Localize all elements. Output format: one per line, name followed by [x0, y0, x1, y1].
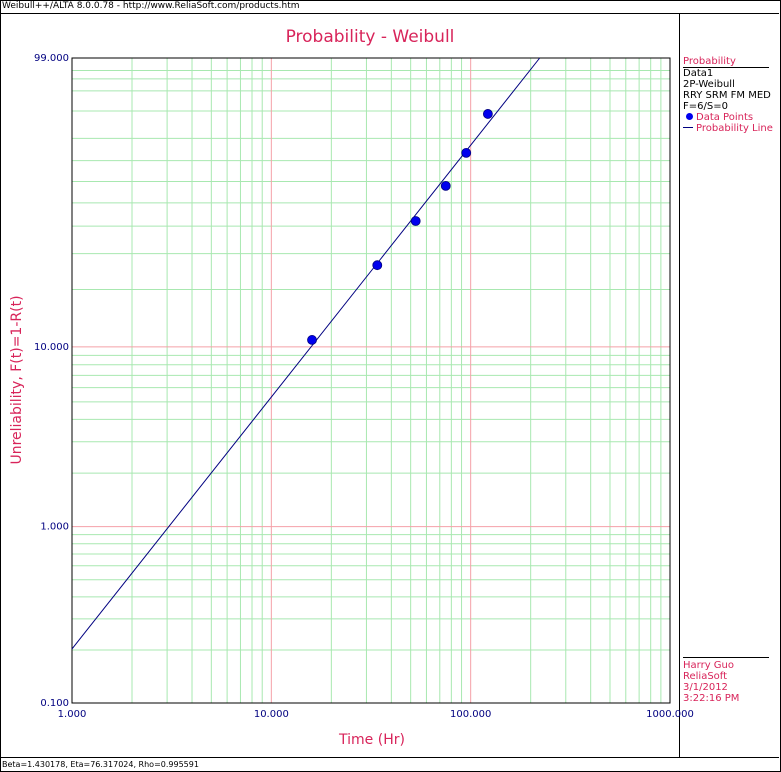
- info-divider: [683, 657, 769, 658]
- legend-probability-line-entry: Probability Line: [683, 123, 773, 134]
- data-point: [461, 147, 472, 158]
- data-point: [307, 335, 317, 345]
- y-tick-label: 0.100: [40, 698, 69, 709]
- window-header: Weibull++/ALTA 8.0.0.78 - http://www.Rel…: [2, 1, 300, 11]
- y-tick-label: 1.000: [40, 522, 69, 533]
- legend-title: Probability: [683, 56, 769, 68]
- x-tick-label: 1.000: [58, 709, 87, 720]
- y-tick-label: 10.000: [34, 342, 69, 353]
- legend-data-points-entry: Data Points: [683, 112, 773, 123]
- y-tick-label: 99.000: [34, 53, 69, 64]
- data-point: [372, 260, 383, 271]
- legend-probability-line-label: Probability Line: [696, 123, 773, 134]
- data-point: [482, 109, 493, 119]
- line-symbol-icon: [683, 127, 693, 128]
- plot-border: [71, 57, 671, 704]
- x-tick-label: 100.000: [450, 709, 491, 720]
- x-axis-label: Time (Hr): [339, 732, 405, 748]
- footer-divider: [0, 757, 779, 758]
- x-tick-label: 10.000: [254, 709, 289, 720]
- legend-counts: F=6/S=0: [683, 101, 728, 112]
- legend-distribution: 2P-Weibull: [683, 79, 735, 90]
- legend-method: RRY SRM FM MED: [683, 90, 771, 101]
- x-tick-label: 1000.000: [646, 709, 694, 720]
- data-point-symbol-icon: [686, 113, 693, 120]
- info-time: 3:22:16 PM: [683, 693, 740, 704]
- legend-panel-divider: [679, 14, 680, 757]
- legend-dataset: Data1: [683, 68, 714, 79]
- parameter-footer: Beta=1.430178, Eta=76.317024, Rho=0.9955…: [2, 760, 199, 769]
- legend-data-points-label: Data Points: [696, 112, 754, 123]
- header-divider: [0, 13, 779, 14]
- chart-title: Probability - Weibull: [285, 27, 455, 47]
- probability-line: [71, 57, 541, 650]
- info-panel: Harry Guo ReliaSoft 3/1/2012 3:22:16 PM: [683, 657, 769, 704]
- info-date: 3/1/2012: [683, 682, 728, 693]
- data-point: [440, 180, 451, 191]
- data-point: [410, 216, 421, 226]
- info-user: Harry Guo: [683, 660, 734, 671]
- legend: Probability Data1 2P-Weibull RRY SRM FM …: [683, 56, 773, 134]
- info-company: ReliaSoft: [683, 671, 728, 682]
